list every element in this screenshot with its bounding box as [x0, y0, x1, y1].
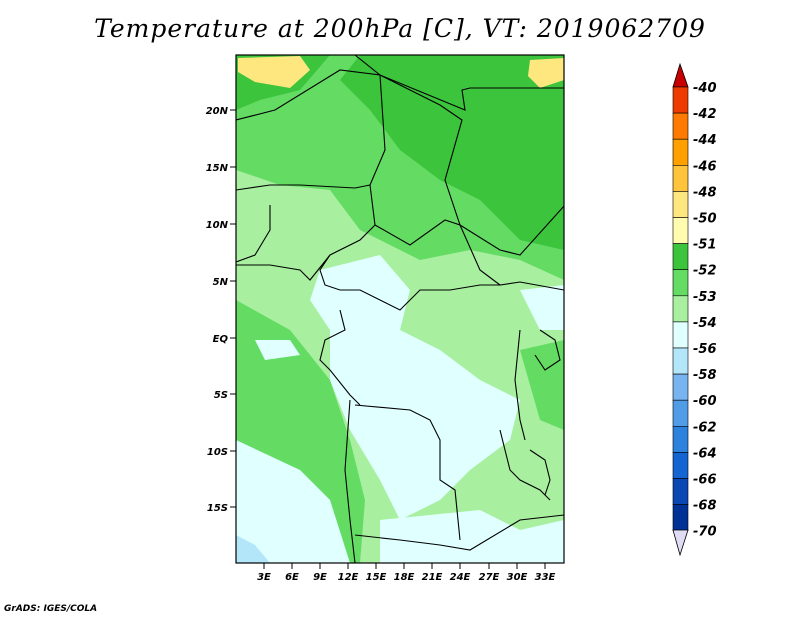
colorbar-label: -62: [693, 420, 717, 435]
colorbar-segment: [672, 165, 689, 192]
lat-label: 5N: [213, 277, 229, 288]
colorbar: -40 -42 -44 -46 -48 -50 -51 -52 -53 -54 -56 -58 -60 -…: [672, 62, 717, 557]
colorbar-label: -66: [693, 473, 717, 488]
lon-label: 18E: [394, 572, 415, 583]
country-borders: [236, 55, 564, 563]
colorbar-segment: [672, 478, 689, 505]
lon-label: 15E: [366, 572, 387, 583]
colorbar-segment: [672, 504, 689, 532]
grads-credit: GrADS: IGES/COLA: [4, 604, 98, 614]
lon-label: 9E: [313, 572, 327, 583]
colorbar-label: -68: [693, 499, 717, 514]
colorbar-segment: [672, 373, 689, 401]
lon-label: 21E: [422, 572, 443, 583]
lon-label: 24E: [450, 572, 471, 583]
colorbar-label: -58: [693, 368, 717, 383]
lon-label: 3E: [257, 572, 271, 583]
colorbar-label: -44: [693, 133, 717, 148]
lat-label: 10N: [206, 220, 229, 231]
colorbar-segment: [672, 347, 689, 375]
lon-label: 6E: [285, 572, 299, 583]
colorbar-label: -56: [693, 342, 717, 357]
colorbar-label: -48: [693, 185, 717, 200]
colorbar-segment: [672, 138, 689, 166]
colorbar-bottom-arrow: [672, 529, 689, 557]
colorbar-segment: [672, 269, 689, 297]
lat-label: 5S: [214, 390, 228, 401]
colorbar-top-arrow: [672, 62, 689, 88]
colorbar-label: -42: [693, 107, 717, 122]
colorbar-segment: [672, 243, 689, 271]
lon-label: 27E: [479, 572, 500, 583]
colorbar-segment: [672, 399, 689, 427]
colorbar-label: -70: [693, 525, 717, 540]
lat-label: EQ: [213, 334, 229, 345]
chart-title: Temperature at 200hPa [C], VT: 201906270…: [94, 14, 706, 43]
lon-label: 12E: [338, 572, 359, 583]
colorbar-label: -40: [693, 81, 717, 96]
lat-label: 10S: [207, 447, 228, 458]
colorbar-segment: [672, 321, 689, 349]
lon-label: 33E: [535, 572, 556, 583]
colorbar-segment: [672, 295, 689, 323]
colorbar-label: -64: [693, 446, 717, 461]
lat-label: 20N: [206, 106, 229, 117]
lon-axis: 3E 6E 9E 12E 15E 18E 21E 24E 27E 30E 33E: [257, 563, 556, 583]
lat-label: 15S: [207, 503, 228, 514]
colorbar-segment: [672, 217, 689, 244]
colorbar-segment: [672, 112, 689, 140]
colorbar-segment: [672, 191, 689, 218]
colorbar-label: -60: [693, 394, 717, 409]
colorbar-label: -54: [693, 316, 717, 331]
lat-label: 15N: [206, 163, 229, 174]
colorbar-label: -46: [693, 159, 717, 174]
colorbar-label: -52: [693, 264, 717, 279]
temperature-field: [236, 55, 564, 563]
colorbar-label: -53: [693, 290, 717, 305]
colorbar-segment: [672, 425, 689, 453]
lat-axis: 20N 15N 10N 5N EQ 5S 10S 15S: [206, 106, 236, 514]
lon-label: 30E: [507, 572, 528, 583]
colorbar-label: -50: [693, 212, 717, 227]
map-frame: [235, 54, 565, 564]
colorbar-segment: [672, 452, 689, 479]
colorbar-label: -51: [693, 238, 717, 253]
colorbar-segment: [672, 86, 689, 114]
